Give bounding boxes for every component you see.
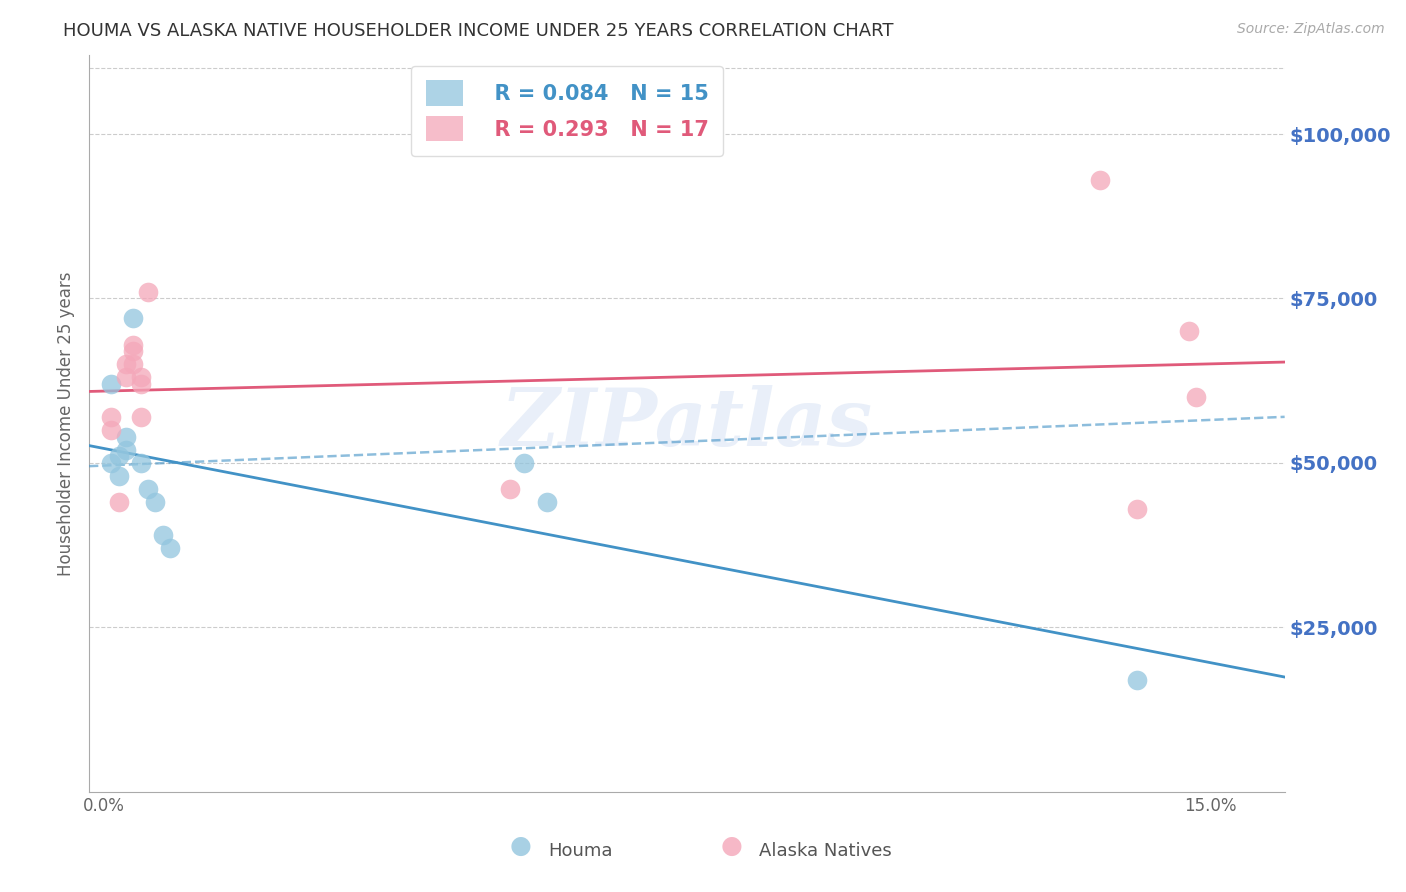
Point	[100, 456, 122, 470]
Point	[129, 376, 152, 391]
Point	[122, 344, 145, 359]
Point	[129, 370, 152, 384]
Point	[1088, 173, 1111, 187]
Point	[107, 469, 129, 483]
Point	[107, 495, 129, 509]
Text: ●: ●	[509, 834, 531, 858]
Point	[1177, 324, 1199, 338]
Point	[122, 311, 145, 326]
Text: Houma: Houma	[548, 842, 613, 860]
Point	[1126, 502, 1149, 516]
Point	[129, 456, 152, 470]
Point	[122, 357, 145, 371]
Point	[122, 337, 145, 351]
Y-axis label: Householder Income Under 25 years: Householder Income Under 25 years	[58, 271, 75, 575]
Point	[100, 423, 122, 437]
Point	[107, 450, 129, 464]
Point	[115, 370, 138, 384]
Point	[115, 429, 138, 443]
Point	[100, 376, 122, 391]
Point	[1126, 673, 1149, 687]
Point	[499, 482, 522, 496]
Point	[115, 357, 138, 371]
Point	[129, 409, 152, 424]
Text: ●: ●	[720, 834, 742, 858]
Point	[1185, 390, 1208, 404]
Text: Alaska Natives: Alaska Natives	[759, 842, 891, 860]
Point	[513, 456, 536, 470]
Point	[115, 442, 138, 457]
Text: HOUMA VS ALASKA NATIVE HOUSEHOLDER INCOME UNDER 25 YEARS CORRELATION CHART: HOUMA VS ALASKA NATIVE HOUSEHOLDER INCOM…	[63, 22, 894, 40]
Point	[145, 495, 167, 509]
Point	[136, 482, 159, 496]
Text: Source: ZipAtlas.com: Source: ZipAtlas.com	[1237, 22, 1385, 37]
Point	[152, 528, 174, 542]
Point	[100, 409, 122, 424]
Point	[159, 541, 181, 556]
Text: ZIPatlas: ZIPatlas	[501, 384, 873, 462]
Legend:   R = 0.084   N = 15,   R = 0.293   N = 17: R = 0.084 N = 15, R = 0.293 N = 17	[411, 65, 724, 156]
Point	[136, 285, 159, 299]
Point	[536, 495, 558, 509]
